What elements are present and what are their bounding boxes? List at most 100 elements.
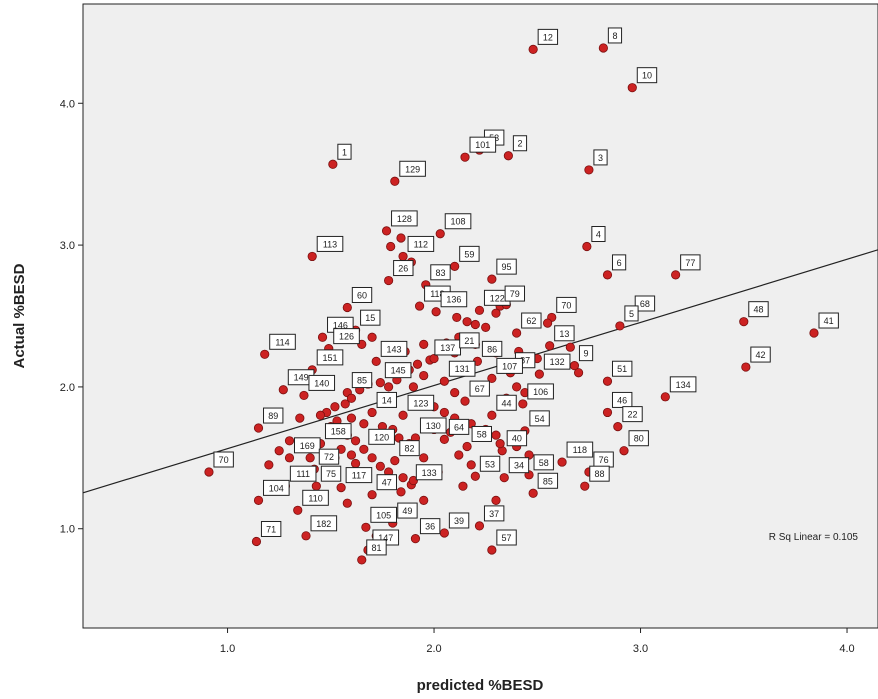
point-label: 182 — [310, 515, 338, 532]
point-label: 8 — [607, 27, 623, 44]
point-label-box — [669, 376, 697, 393]
point-label-box — [527, 383, 554, 400]
point-label-box — [213, 451, 234, 468]
data-point — [390, 456, 400, 466]
point-label: 134 — [669, 376, 697, 393]
point-label: 89 — [263, 407, 284, 424]
data-point — [474, 521, 485, 531]
point-label: 77 — [680, 254, 701, 271]
point-label-text: 77 — [685, 258, 695, 268]
point-label: 143 — [380, 340, 408, 357]
point-label-text: 46 — [617, 395, 627, 405]
point-label-box — [818, 312, 839, 329]
point-label-box — [512, 135, 528, 152]
data-point — [615, 321, 625, 331]
point-label-box — [419, 518, 441, 535]
point-label-box — [320, 465, 342, 482]
point-label-box — [397, 502, 418, 519]
point-label-box — [316, 349, 344, 366]
point-label-box — [750, 346, 771, 363]
data-point — [462, 441, 472, 452]
data-point — [450, 387, 460, 398]
point-label-text: 110 — [308, 493, 322, 503]
data-point — [460, 396, 470, 406]
point-label-text: 58 — [477, 429, 487, 439]
data-point — [384, 275, 394, 286]
point-label: 108 — [444, 213, 472, 230]
point-label-box — [376, 391, 397, 408]
point-label: 44 — [496, 394, 517, 411]
data-point — [315, 410, 326, 420]
point-label: 72 — [318, 448, 340, 465]
data-point — [462, 317, 472, 327]
point-label-text: 71 — [266, 524, 276, 534]
point-label-text: 41 — [824, 316, 834, 326]
data-point — [512, 382, 522, 392]
point-label-box — [407, 235, 435, 252]
data-point — [528, 488, 538, 498]
point-label-text: 147 — [378, 533, 393, 543]
point-label-text: 76 — [599, 455, 609, 465]
point-label-text: 58 — [539, 458, 549, 468]
data-point — [264, 460, 274, 470]
data-point — [487, 373, 497, 383]
data-point — [602, 376, 613, 386]
y-tick-label: 2.0 — [60, 382, 75, 394]
point-label-box — [533, 454, 554, 471]
point-label: 169 — [293, 437, 321, 454]
x-tick-label: 4.0 — [839, 643, 854, 655]
data-point — [419, 495, 429, 505]
data-point — [350, 458, 361, 469]
data-point — [328, 159, 338, 169]
point-label-box — [469, 380, 490, 397]
point-label-text: 169 — [300, 441, 315, 451]
data-point — [602, 270, 613, 280]
point-label-text: 85 — [543, 476, 553, 486]
point-label-box — [448, 418, 470, 435]
point-label-box — [399, 160, 426, 177]
point-label-text: 81 — [371, 543, 381, 553]
data-point — [619, 446, 629, 456]
point-label: 130 — [419, 417, 447, 434]
point-label: 151 — [316, 349, 344, 366]
point-label-box — [607, 27, 623, 44]
point-label-box — [407, 394, 435, 411]
data-point — [481, 322, 491, 332]
point-label-box — [430, 264, 451, 281]
point-label-box — [556, 296, 577, 313]
point-label: 37 — [483, 505, 505, 522]
point-label-text: 67 — [475, 384, 485, 394]
data-point — [274, 446, 284, 456]
point-label-box — [459, 332, 480, 349]
point-label-box — [496, 258, 517, 275]
data-point — [367, 453, 377, 463]
point-label-text: 53 — [485, 459, 495, 469]
data-point — [301, 531, 311, 541]
data-point — [396, 233, 406, 243]
point-label: 46 — [611, 391, 633, 408]
x-tick-label: 3.0 — [633, 643, 648, 655]
point-label: 15 — [360, 309, 381, 326]
data-point — [613, 422, 623, 432]
point-label-text: 26 — [398, 264, 408, 274]
data-point — [260, 349, 270, 359]
point-label-box — [269, 333, 296, 350]
point-label: 62 — [521, 312, 542, 329]
point-label-text: 105 — [376, 510, 391, 520]
point-label-box — [634, 295, 656, 312]
point-label-box — [333, 328, 360, 345]
point-label: 75 — [320, 465, 342, 482]
point-label-box — [316, 235, 344, 252]
point-label: 113 — [316, 235, 344, 252]
point-label-box — [459, 245, 480, 262]
point-label-text: 4 — [596, 230, 601, 240]
point-label: 126 — [333, 328, 360, 345]
point-label: 71 — [260, 520, 282, 537]
point-label: 101 — [469, 136, 497, 153]
point-label-box — [471, 425, 492, 442]
point-label-text: 72 — [324, 452, 334, 462]
point-label: 140 — [308, 374, 336, 391]
data-point — [408, 382, 418, 392]
point-label-text: 1 — [342, 147, 347, 157]
